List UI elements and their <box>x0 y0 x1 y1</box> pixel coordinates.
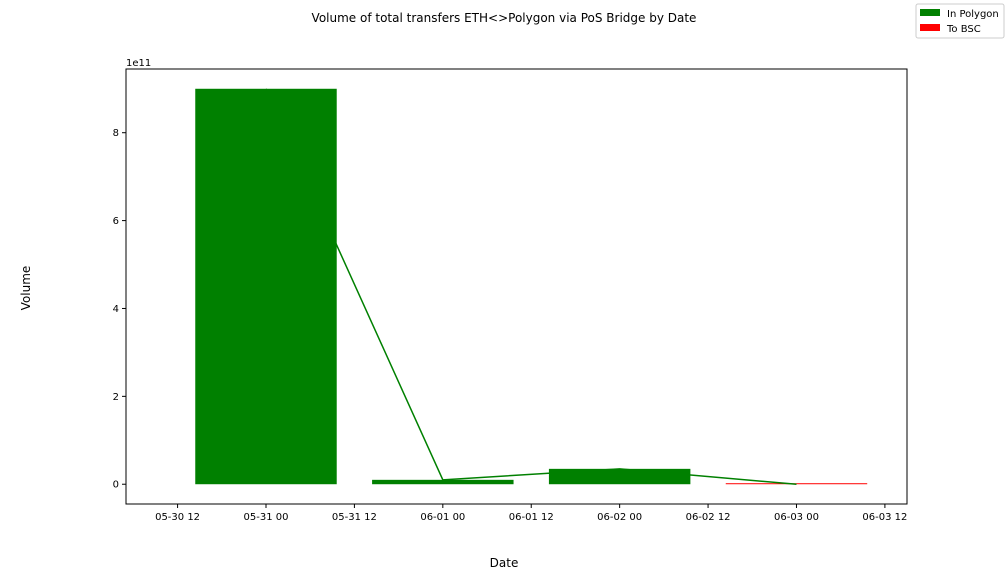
y-tick-label: 2 <box>113 392 119 403</box>
x-tick-label: 06-01 12 <box>509 512 554 523</box>
chart-title: Volume of total transfers ETH<>Polygon v… <box>312 11 697 25</box>
y-tick-label: 8 <box>113 128 119 139</box>
y-tick-label: 6 <box>113 216 119 227</box>
x-axis-label: Date <box>490 556 519 570</box>
x-axis: 05-30 12 05-31 00 05-31 12 06-01 00 06-01 12… <box>155 504 907 523</box>
x-tick-label: 06-03 12 <box>862 512 907 523</box>
legend-swatch-to-bsc <box>920 24 940 31</box>
x-tick-label: 06-03 00 <box>774 512 819 523</box>
legend-swatch-in-polygon <box>920 9 940 16</box>
plot-frame <box>125 68 908 505</box>
y-axis-label: Volume <box>19 266 33 311</box>
y-offset-text: 1e11 <box>126 58 151 69</box>
line-layer <box>265 88 797 485</box>
y-tick-label: 4 <box>113 304 119 315</box>
bar-in-polygon-2022-05-31 <box>195 88 337 485</box>
legend: In Polygon To BSC <box>915 3 1005 39</box>
legend-label-to-bsc: To BSC <box>946 24 981 35</box>
bar-in-polygon-2022-06-01 <box>372 479 514 485</box>
x-tick-label: 05-31 12 <box>332 512 377 523</box>
x-tick-label: 06-01 00 <box>420 512 465 523</box>
x-tick-label: 06-02 00 <box>597 512 642 523</box>
legend-label-in-polygon: In Polygon <box>947 9 999 20</box>
trend-line <box>265 88 797 485</box>
bar-in-polygon-2022-06-02 <box>548 468 691 485</box>
bars-layer <box>195 88 868 485</box>
x-tick-label: 06-02 12 <box>686 512 731 523</box>
y-tick-label: 0 <box>113 480 119 491</box>
y-axis: 0 2 4 6 8 <box>113 128 126 491</box>
x-tick-label: 05-31 00 <box>244 512 289 523</box>
x-tick-label: 05-30 12 <box>155 512 200 523</box>
